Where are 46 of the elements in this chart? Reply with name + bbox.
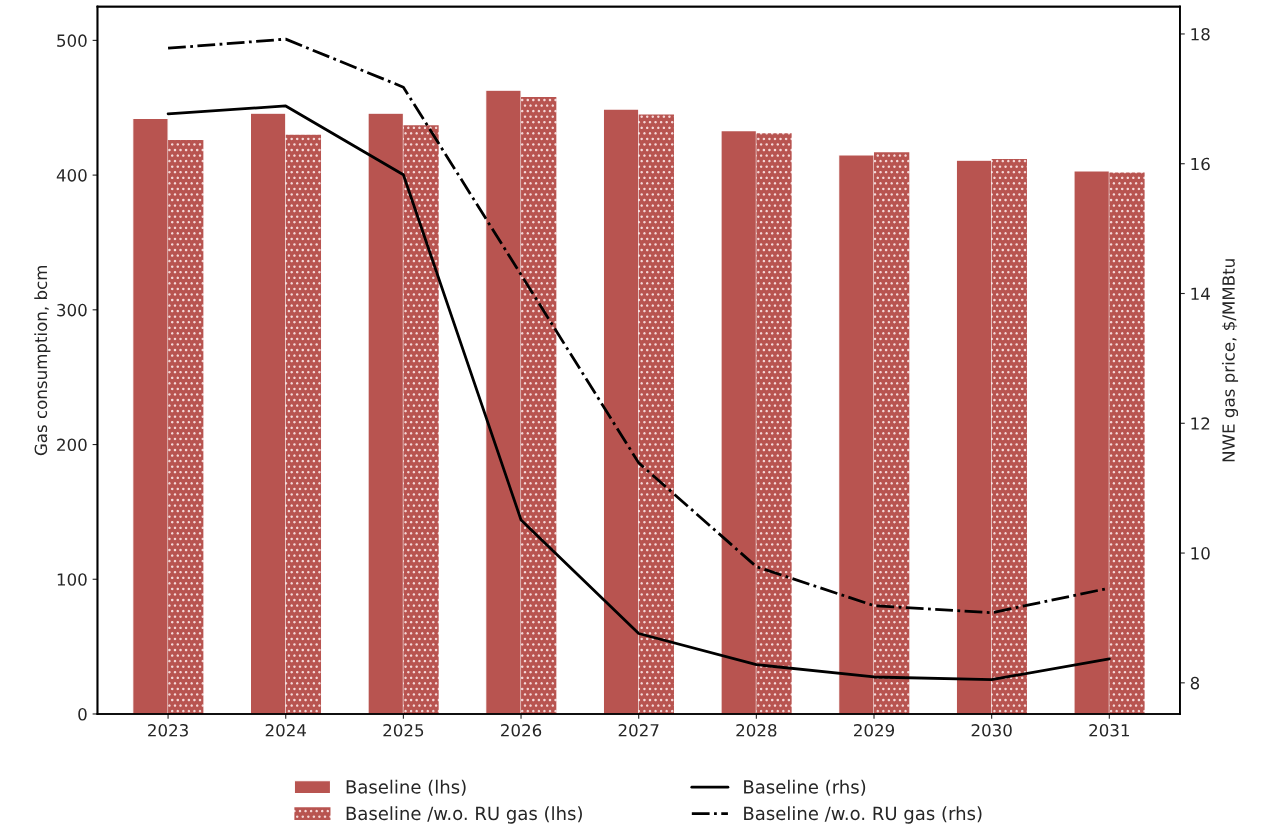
y2-tick-label: 8 [1190, 676, 1200, 690]
y2-tick-label: 18 [1191, 27, 1210, 41]
y-axis-title: Gas consumption, bcm [34, 265, 51, 456]
line-series [166, 104, 1111, 681]
legend-label: Baseline /w.o. RU gas (lhs) [346, 806, 582, 824]
x-tick-label: 2029 [854, 723, 895, 737]
x-tick-label: 2024 [265, 723, 306, 737]
bar [168, 140, 204, 714]
y-tick-label: 300 [57, 303, 87, 317]
bar [249, 112, 287, 714]
y2-tick-label: 14 [1191, 287, 1210, 300]
y-tick-label: 500 [57, 34, 87, 47]
x-tick-label: 2025 [383, 723, 424, 737]
bar [132, 117, 169, 714]
y-tick-label: 100 [57, 573, 87, 586]
bar [602, 108, 640, 714]
x-tick-label: 2030 [971, 723, 1012, 737]
bar [367, 112, 404, 714]
x-tick-label: 2027 [618, 723, 659, 737]
y2-axis-title: NWE gas price, $/MMBtu [1221, 259, 1239, 462]
bar [874, 152, 910, 714]
y2-tick-label: 12 [1191, 417, 1210, 430]
y-tick-label: 400 [56, 169, 87, 182]
bar [638, 114, 674, 714]
bar [285, 134, 322, 714]
y2-tick-label: 16 [1191, 157, 1210, 171]
y-tick-label: 200 [57, 438, 87, 452]
bar [720, 130, 757, 714]
bar [838, 154, 875, 714]
legend-label: Baseline (lhs) [346, 779, 466, 796]
bar [756, 133, 792, 714]
bar [485, 89, 522, 714]
bar [955, 159, 993, 714]
x-tick-label: 2028 [736, 723, 777, 737]
y2-tick-label: 10 [1191, 547, 1210, 560]
y-tick-label: 0 [78, 707, 87, 721]
x-tick-label: 2023 [148, 723, 188, 737]
bar [521, 96, 557, 714]
legend-label: Baseline (rhs) [744, 779, 866, 796]
legend-label: Baseline /w.o. RU gas (rhs) [744, 806, 982, 824]
bar [1109, 172, 1145, 714]
x-tick-label: 2031 [1089, 723, 1129, 737]
x-tick-label: 2026 [501, 723, 542, 737]
bar [403, 125, 439, 714]
bar [991, 158, 1027, 714]
bar [1073, 170, 1110, 714]
